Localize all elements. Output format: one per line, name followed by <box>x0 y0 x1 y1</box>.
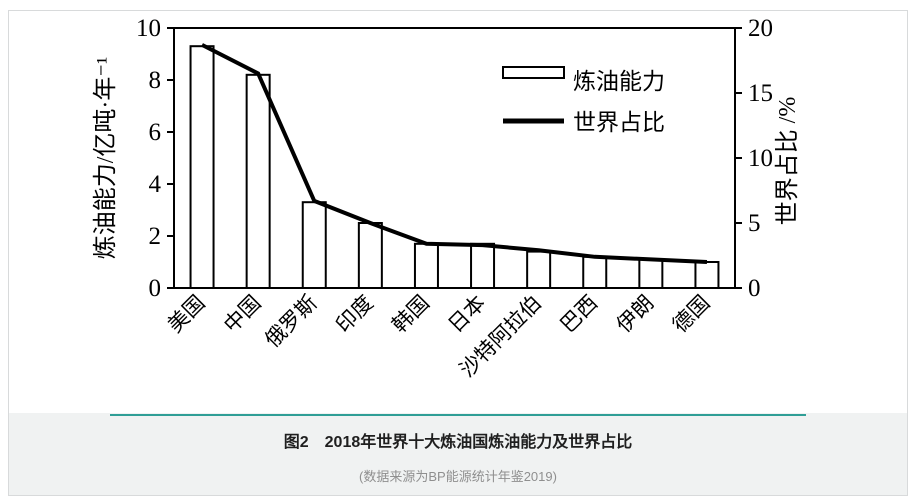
x-label-2: 俄罗斯 <box>260 291 322 353</box>
left-tick-label: 6 <box>149 119 162 146</box>
chart-svg: 0 2 4 6 8 10 0 5 10 15 20 炼油能力/亿吨·年⁻¹ 世界占比 /% 美国 中国俄罗斯… <box>92 15 801 382</box>
bar-5 <box>470 242 496 290</box>
bar-7 <box>582 255 608 290</box>
bar-1 <box>245 73 271 289</box>
legend-bar-swatch <box>502 66 565 79</box>
left-axis-title: 炼油能力/亿吨·年⁻¹ <box>92 57 119 260</box>
figure-caption-area: 图2 2018年世界十大炼油国炼油能力及世界占比 (数据来源为BP能源统计年鉴2… <box>9 413 907 495</box>
right-axis-title: 世界占比 /% <box>774 97 801 226</box>
x-label-3: 印度 <box>331 291 378 338</box>
figure-source: (数据来源为BP能源统计年鉴2019) <box>359 469 557 484</box>
right-tick-label: 0 <box>748 275 761 302</box>
caption-divider <box>110 414 806 416</box>
x-label-9: 德国 <box>668 291 715 338</box>
bar-4 <box>413 242 439 290</box>
bar-3 <box>357 222 383 289</box>
bar-0 <box>189 45 215 290</box>
x-label-0: 美国 <box>163 291 210 338</box>
bar-9 <box>694 261 720 289</box>
left-tick-label: 0 <box>149 275 162 302</box>
x-label-7: 巴西 <box>556 291 603 338</box>
legend-line-label: 世界占比 <box>573 110 665 135</box>
left-tick-label: 4 <box>149 171 162 198</box>
x-label-4: 韩国 <box>387 291 434 338</box>
bar-6 <box>526 250 552 290</box>
x-label-1: 中国 <box>219 291 266 338</box>
left-tick-label: 2 <box>149 223 162 250</box>
x-label-5: 日本 <box>443 291 490 338</box>
right-tick-label: 5 <box>748 210 761 237</box>
left-tick-label: 8 <box>149 67 162 94</box>
bar-8 <box>638 258 664 289</box>
line-series <box>201 43 708 264</box>
x-label-8: 伊朗 <box>612 291 659 338</box>
bar-2 <box>301 201 327 289</box>
figure-title: 图2 2018年世界十大炼油国炼油能力及世界占比 <box>283 434 633 451</box>
right-tick-label: 10 <box>748 145 773 172</box>
figure-card: 0 2 4 6 8 10 0 5 10 15 20 炼油能力/亿吨·年⁻¹ 世界占比 /% 美国 中国 俄罗斯… <box>8 10 908 496</box>
chart-area: 0 2 4 6 8 10 0 5 10 15 20 炼油能力/亿吨·年⁻¹ 世界占比 /% 美国 中国 俄罗斯… <box>9 11 907 413</box>
legend-bar-label: 炼油能力 <box>573 69 665 94</box>
right-tick-label: 20 <box>748 15 773 42</box>
right-tick-label: 15 <box>748 80 773 107</box>
left-tick-label: 10 <box>136 15 161 42</box>
